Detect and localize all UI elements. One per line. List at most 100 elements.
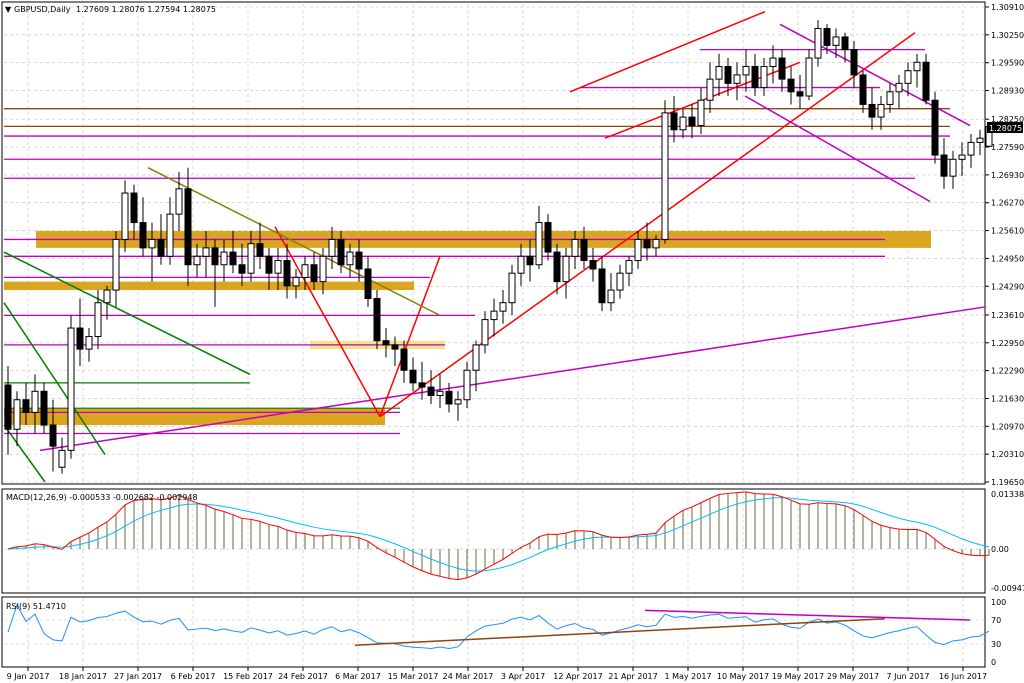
candle-body [328, 238, 336, 257]
price-tick-label: 1.24290 [991, 282, 1024, 291]
rsi-tick-label: 0 [991, 658, 996, 667]
symbol-label: GBPUSD,Daily [14, 5, 71, 14]
candle-body [544, 222, 552, 253]
candle-body [202, 247, 210, 257]
candle-body [940, 154, 948, 177]
candle-body [337, 238, 345, 266]
candle-body [85, 335, 93, 350]
rsi-tick-label: 100 [991, 598, 1006, 607]
candle-body [67, 327, 75, 451]
trendline-fall [274, 226, 381, 417]
zone-band [4, 408, 385, 426]
candle-body [598, 268, 606, 304]
macd-label: MACD(12,26,9) -0.000533 -0.002682 -0.002… [6, 493, 198, 502]
candle-body [247, 243, 255, 274]
candle-body [976, 137, 984, 143]
collapse-arrow-icon[interactable]: ▼ [5, 5, 12, 14]
price-tick-label: 1.24950 [991, 254, 1024, 263]
candle-body [193, 255, 201, 266]
time-tick-label: 19 May 2017 [772, 672, 824, 681]
candle-body [40, 390, 48, 426]
candle-body [517, 255, 525, 274]
time-tick-label: 1 May 2017 [664, 672, 711, 681]
candle-body [832, 36, 840, 46]
rsi-trendline [354, 618, 886, 646]
price-tick-label: 1.23610 [991, 311, 1024, 320]
time-tick-label: 24 Mar 2017 [443, 672, 494, 681]
time-tick-label: 3 Apr 2017 [501, 672, 545, 681]
rsi-panel-frame [1, 596, 986, 668]
macd-main-line [7, 491, 990, 581]
macd-tick-label: 0.00 [991, 545, 1009, 554]
time-tick-label: 16 Jun 2017 [939, 672, 987, 681]
time-tick-label: 6 Feb 2017 [171, 672, 216, 681]
time-tick-label: 6 Mar 2017 [335, 672, 381, 681]
rsi-tick-label: 30 [991, 640, 1001, 649]
current-price-tag [987, 122, 1023, 133]
candle-body [868, 103, 876, 118]
candle-body [148, 238, 156, 249]
candle-body [481, 319, 489, 346]
candle-body [445, 390, 453, 405]
time-tick-label: 21 Apr 2017 [608, 672, 657, 681]
price-tick-label: 1.27590 [991, 143, 1024, 152]
ohlc-label: 1.27609 1.28076 1.27594 1.28075 [76, 5, 216, 14]
candle-body [346, 251, 354, 266]
main-price-panel: 1.30910 1.30250 1.29590 1.28930 1.28250 1.275… [1, 1, 1024, 487]
candle-body [931, 99, 939, 156]
candle-body [400, 348, 408, 371]
price-tick-label: 1.30250 [991, 31, 1024, 40]
candle-body [562, 255, 570, 283]
candle-body [274, 260, 282, 274]
candle-body [922, 61, 930, 101]
candles-layer [4, 20, 993, 474]
candle-body [301, 264, 309, 278]
candle-body [364, 268, 372, 299]
time-tick-label: 29 May 2017 [827, 672, 879, 681]
candle-body [787, 78, 795, 93]
candle-body [913, 61, 921, 72]
candle-body [733, 74, 741, 84]
candle-body [58, 449, 66, 468]
candle-body [535, 222, 543, 266]
candle-body [895, 82, 903, 93]
time-tick-label: 15 Mar 2017 [388, 672, 439, 681]
candle-body [805, 57, 813, 97]
candle-body [949, 158, 957, 177]
trendlines-layer [3, 10, 986, 483]
price-tick-label: 1.26930 [991, 171, 1024, 180]
macd-histogram [16, 491, 990, 580]
candle-body [661, 112, 669, 240]
candle-body [652, 238, 660, 249]
price-tick-label: 1.22290 [991, 367, 1024, 376]
candle-body [49, 424, 57, 447]
time-tick-label: 9 Jan 2017 [7, 672, 50, 681]
candle-body [157, 238, 165, 257]
price-tick-label: 1.26270 [991, 199, 1024, 208]
macd-axis: 0.013382 0.00 -0.009472 [991, 490, 1024, 593]
candle-body [427, 386, 435, 397]
price-tick-label: 1.19650 [991, 478, 1024, 487]
trendline-support [39, 306, 986, 452]
rsi-tick-label: 70 [991, 616, 1001, 625]
candle-body [103, 289, 111, 304]
candle-body [796, 91, 804, 97]
candle-body [634, 238, 642, 262]
macd-tick-label: -0.009472 [991, 584, 1024, 593]
candle-body [13, 399, 21, 430]
price-tick-label: 1.28930 [991, 87, 1024, 96]
candle-body [265, 255, 273, 274]
trendline-green [3, 302, 106, 455]
candle-body [607, 289, 615, 304]
candle-body [688, 116, 696, 127]
candle-body [490, 310, 498, 321]
zone-band [4, 281, 414, 291]
candle-body [670, 112, 678, 131]
price-tick-label: 1.28250 [991, 115, 1024, 124]
candle-body [571, 238, 579, 257]
candle-body [256, 243, 264, 257]
horizontal-levels-layer [4, 48, 950, 435]
rsi-trendlines [354, 609, 971, 646]
